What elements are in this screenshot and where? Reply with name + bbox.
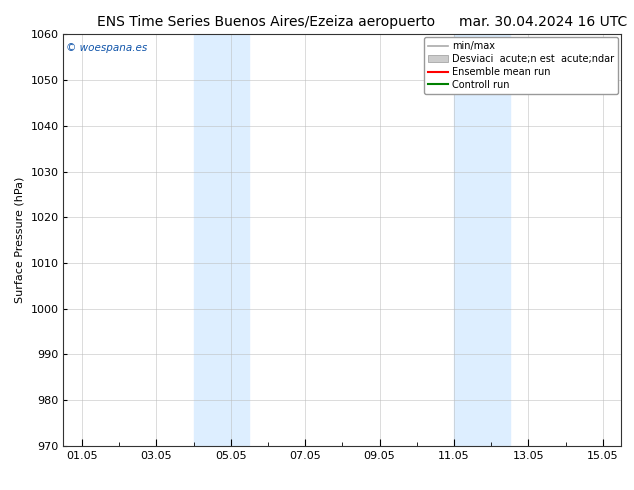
Bar (454, 34, 510, 446)
Y-axis label: Surface Pressure (hPa): Surface Pressure (hPa) (15, 177, 25, 303)
Text: © woespana.es: © woespana.es (66, 43, 148, 52)
Text: ENS Time Series Buenos Aires/Ezeiza aeropuerto: ENS Time Series Buenos Aires/Ezeiza aero… (97, 15, 436, 29)
Text: mar. 30.04.2024 16 UTC: mar. 30.04.2024 16 UTC (460, 15, 628, 29)
Legend: min/max, Desviaci  acute;n est  acute;ndar, Ensemble mean run, Controll run: min/max, Desviaci acute;n est acute;ndar… (424, 37, 618, 94)
Bar (193, 34, 249, 446)
